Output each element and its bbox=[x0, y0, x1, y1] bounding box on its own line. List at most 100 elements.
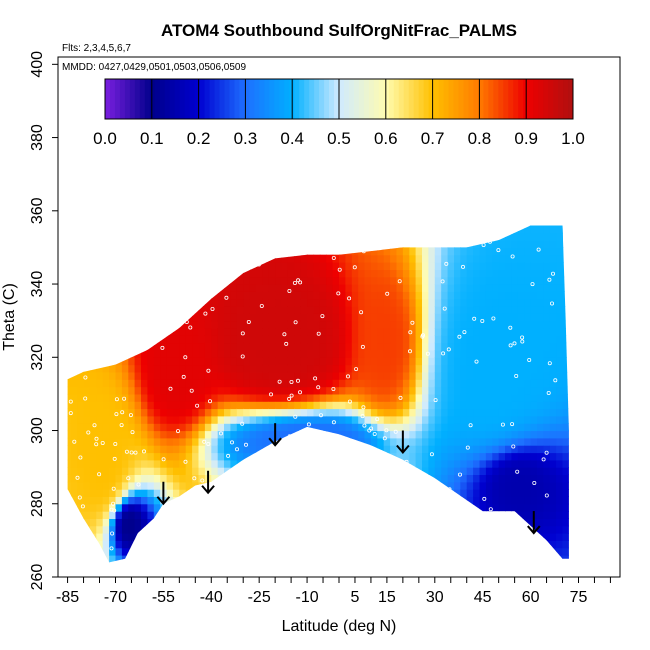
heatmap-cell bbox=[485, 408, 493, 417]
colorbar-swatch bbox=[159, 79, 166, 119]
heatmap-cell bbox=[147, 481, 155, 490]
heatmap-cell bbox=[466, 269, 474, 278]
heatmap-cell bbox=[83, 291, 91, 300]
heatmap-cell bbox=[313, 503, 321, 512]
heatmap-cell bbox=[473, 276, 481, 285]
heatmap-cell bbox=[377, 357, 385, 366]
heatmap-cell bbox=[256, 357, 263, 366]
heatmap-cell bbox=[224, 254, 231, 263]
heatmap-cell bbox=[358, 276, 366, 285]
heatmap-cell bbox=[326, 320, 334, 329]
heatmap-cell bbox=[498, 474, 506, 483]
heatmap-cell bbox=[179, 284, 187, 292]
heatmap-cell bbox=[102, 342, 110, 351]
heatmap-cell bbox=[543, 415, 551, 424]
heatmap-cell bbox=[186, 562, 193, 570]
heatmap-cell bbox=[454, 518, 461, 527]
heatmap-cell bbox=[434, 437, 442, 446]
heatmap-cell bbox=[134, 225, 142, 234]
heatmap-cell bbox=[192, 467, 200, 475]
heatmap-cell bbox=[313, 335, 321, 344]
heatmap-cell bbox=[390, 357, 398, 366]
heatmap-cell bbox=[370, 555, 378, 563]
heatmap-cell bbox=[204, 401, 212, 410]
colorbar-swatch bbox=[309, 79, 315, 119]
heatmap-cell bbox=[345, 511, 353, 519]
heatmap-cell bbox=[505, 401, 512, 410]
dates-label: MMDD: 0427,0429,0501,0503,0506,0509 bbox=[62, 62, 246, 73]
heatmap-cell bbox=[562, 401, 569, 410]
heatmap-cell bbox=[262, 232, 270, 241]
heatmap-cell bbox=[230, 423, 238, 432]
heatmap-cell bbox=[243, 232, 251, 241]
heatmap-cell bbox=[160, 408, 168, 417]
heatmap-cell bbox=[109, 445, 117, 454]
heatmap-cell bbox=[409, 489, 417, 497]
heatmap-cell bbox=[505, 240, 512, 248]
heatmap-cell bbox=[345, 240, 353, 248]
heatmap-cell bbox=[275, 306, 283, 314]
heatmap-cell bbox=[218, 562, 225, 570]
heatmap-cell bbox=[319, 342, 327, 351]
heatmap-cell bbox=[511, 555, 519, 563]
sample-point bbox=[301, 241, 306, 246]
sample-point bbox=[336, 465, 341, 470]
heatmap-cell bbox=[224, 489, 231, 497]
heatmap-cell bbox=[224, 452, 231, 461]
heatmap-cell bbox=[556, 342, 564, 351]
heatmap-cell bbox=[492, 540, 500, 549]
heatmap-cell bbox=[569, 511, 576, 519]
heatmap-cell bbox=[256, 401, 263, 410]
heatmap-cell bbox=[262, 496, 270, 505]
heatmap-cell bbox=[415, 386, 423, 395]
heatmap-cell bbox=[434, 379, 442, 388]
heatmap-cell bbox=[141, 525, 148, 534]
heatmap-cell bbox=[134, 437, 142, 446]
heatmap-cell bbox=[524, 423, 532, 432]
heatmap-cell bbox=[230, 232, 238, 241]
heatmap-cell bbox=[275, 423, 283, 432]
heatmap-cell bbox=[377, 525, 385, 534]
heatmap-cell bbox=[134, 423, 142, 432]
heatmap-cell bbox=[275, 496, 283, 505]
heatmap-cell bbox=[383, 342, 391, 351]
heatmap-cell bbox=[505, 335, 512, 344]
heatmap-cell bbox=[192, 276, 200, 285]
heatmap-cell bbox=[166, 423, 174, 432]
heatmap-cell bbox=[243, 459, 251, 468]
heatmap-cell bbox=[192, 408, 200, 417]
sample-point bbox=[293, 414, 298, 419]
heatmap-cell bbox=[262, 489, 270, 497]
heatmap-cell bbox=[447, 247, 455, 256]
heatmap-cell bbox=[134, 240, 142, 248]
heatmap-cell bbox=[396, 386, 404, 395]
colorbar-swatch bbox=[373, 79, 380, 119]
heatmap-cell bbox=[109, 503, 117, 512]
heatmap-cell bbox=[422, 364, 429, 373]
heatmap-cell bbox=[147, 547, 155, 556]
heatmap-cell bbox=[466, 415, 474, 424]
heatmap-cell bbox=[77, 437, 85, 446]
heatmap-cell bbox=[294, 503, 302, 512]
sample-point bbox=[277, 482, 282, 487]
heatmap-cell bbox=[543, 518, 551, 527]
heatmap-cell bbox=[115, 445, 123, 454]
heatmap-cell bbox=[268, 503, 276, 512]
heatmap-cell bbox=[249, 555, 257, 563]
heatmap-cell bbox=[147, 225, 155, 226]
heatmap-cell bbox=[517, 415, 525, 424]
heatmap-cell bbox=[211, 452, 219, 461]
heatmap-cell bbox=[358, 313, 366, 322]
heatmap-cell bbox=[211, 225, 219, 226]
heatmap-cell bbox=[473, 350, 481, 358]
heatmap-cell bbox=[121, 555, 129, 563]
heatmap-cell bbox=[307, 350, 315, 358]
heatmap-cell bbox=[485, 225, 493, 234]
heatmap-cell bbox=[77, 555, 85, 563]
heatmap-cell bbox=[287, 335, 295, 344]
heatmap-cell bbox=[173, 401, 180, 410]
heatmap-cell bbox=[89, 496, 97, 505]
heatmap-cell bbox=[377, 386, 385, 395]
sample-point bbox=[396, 528, 401, 533]
heatmap-cell bbox=[492, 562, 499, 570]
